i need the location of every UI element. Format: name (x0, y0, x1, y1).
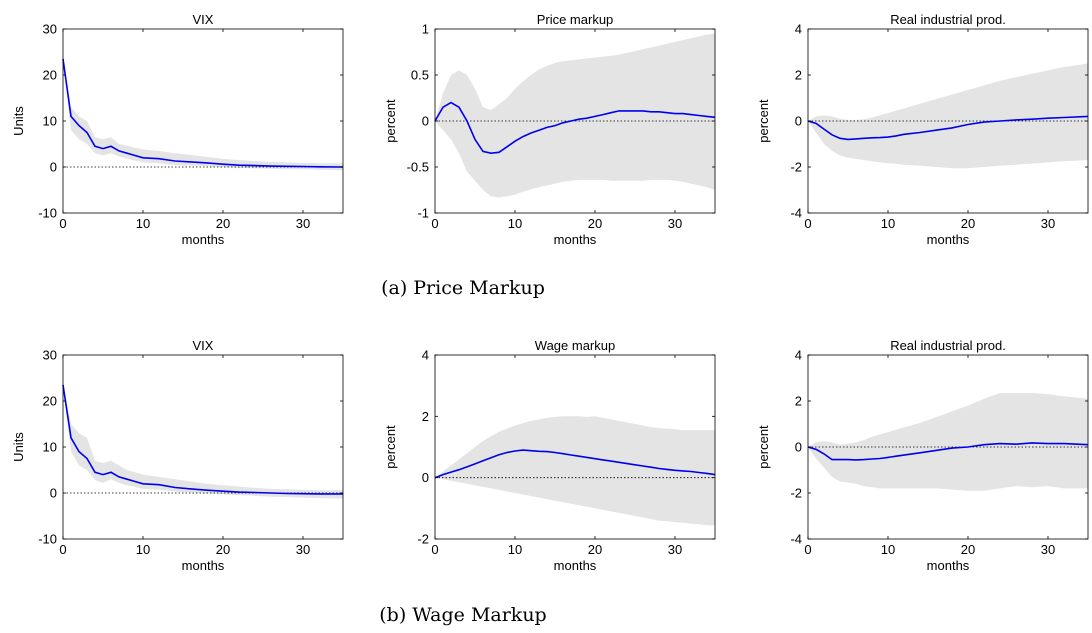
chart-panel-2: 0 10 20 30 -4 -2 0 2 4 Real industrial prod. month… (756, 12, 1089, 247)
y-tick-label: 0 (795, 440, 802, 455)
y-tick-label: -1 (417, 206, 429, 221)
y-tick-label: -10 (38, 532, 57, 547)
x-tick-label: 20 (588, 216, 602, 231)
x-tick-label: 10 (508, 542, 522, 557)
chart-panel-5: 0 10 20 30 -4 -2 0 2 4 Real industrial prod. month… (756, 338, 1089, 573)
y-axis-label: percent (383, 99, 398, 143)
impulse-response-line (62, 384, 343, 495)
y-tick-label: -4 (790, 206, 802, 221)
y-axis-label: percent (756, 99, 771, 143)
impulse-response-line (62, 58, 344, 168)
y-tick-label: 4 (422, 348, 429, 363)
y-tick-label: -4 (790, 532, 802, 547)
chart-title: Real industrial prod. (890, 12, 1006, 27)
y-tick-label: 2 (422, 409, 429, 424)
y-tick-label: 4 (795, 348, 802, 363)
x-tick-label: 10 (881, 542, 895, 557)
x-axis-label: months (927, 558, 970, 573)
x-tick-label: 10 (136, 542, 150, 557)
chart-title: Wage markup (535, 338, 615, 353)
y-tick-label: 2 (795, 394, 802, 409)
y-tick-label: 20 (43, 68, 57, 83)
x-tick-label: 10 (881, 216, 895, 231)
y-tick-label: 20 (43, 394, 57, 409)
x-tick-label: 0 (59, 216, 66, 231)
chart-panel-1: 0 10 20 30 -1 -0.5 0 0.5 1 Price markup months perc… (383, 12, 716, 247)
y-tick-label: -0.5 (407, 160, 429, 175)
confidence-band (435, 416, 715, 526)
x-tick-label: 30 (668, 216, 682, 231)
y-tick-label: 10 (43, 114, 57, 129)
x-tick-label: 10 (136, 216, 150, 231)
x-tick-label: 30 (668, 542, 682, 557)
x-tick-label: 20 (216, 216, 230, 231)
x-tick-label: 20 (588, 542, 602, 557)
y-tick-label: 30 (43, 348, 57, 363)
x-tick-label: 30 (1041, 216, 1055, 231)
confidence-band (808, 393, 1088, 491)
x-tick-label: 0 (804, 216, 811, 231)
y-tick-label: 0.5 (411, 68, 429, 83)
x-tick-label: 10 (508, 216, 522, 231)
caption-b: (b) Wage Markup (379, 604, 546, 626)
y-tick-label: -2 (417, 532, 429, 547)
confidence-band (435, 33, 715, 198)
impulse-response-line (434, 101, 716, 155)
x-axis-label: months (554, 232, 597, 247)
x-tick-label: 30 (296, 542, 310, 557)
x-tick-label: 30 (1041, 542, 1055, 557)
confidence-band (63, 58, 343, 171)
x-tick-label: 30 (296, 216, 310, 231)
x-axis-label: months (182, 558, 225, 573)
x-tick-label: 0 (431, 542, 438, 557)
plot-frame (62, 354, 344, 540)
y-tick-label: -2 (790, 160, 802, 175)
x-tick-label: 20 (216, 542, 230, 557)
x-axis-label: months (927, 232, 970, 247)
chart-title: VIX (193, 12, 214, 27)
y-axis-label: percent (756, 425, 771, 469)
x-tick-label: 0 (431, 216, 438, 231)
impulse-response-line (807, 442, 1089, 461)
y-tick-label: 0 (795, 114, 802, 129)
y-tick-label: 4 (795, 22, 802, 37)
y-axis-label: Units (11, 432, 26, 462)
chart-title: Price markup (537, 12, 614, 27)
y-axis-label: Units (11, 106, 26, 136)
chart-title: VIX (193, 338, 214, 353)
impulse-response-line (434, 449, 716, 479)
y-tick-label: 0 (422, 470, 429, 485)
x-tick-label: 20 (961, 216, 975, 231)
x-axis-label: months (554, 558, 597, 573)
y-tick-label: -2 (790, 486, 802, 501)
confidence-band (63, 384, 343, 499)
y-axis-label: percent (383, 425, 398, 469)
x-tick-label: 0 (804, 542, 811, 557)
confidence-band (808, 63, 1088, 169)
y-tick-label: 1 (422, 22, 429, 37)
chart-title: Real industrial prod. (890, 338, 1006, 353)
y-tick-label: 0 (422, 114, 429, 129)
plot-frame (62, 28, 344, 214)
x-tick-label: 0 (59, 542, 66, 557)
y-tick-label: 10 (43, 440, 57, 455)
x-axis-label: months (182, 232, 225, 247)
y-tick-label: 30 (43, 22, 57, 37)
y-tick-label: -10 (38, 206, 57, 221)
y-tick-label: 0 (50, 160, 57, 175)
y-tick-label: 0 (50, 486, 57, 501)
y-tick-label: 2 (795, 68, 802, 83)
caption-a: (a) Price Markup (381, 277, 545, 299)
plot-frame (434, 354, 716, 540)
x-tick-label: 20 (961, 542, 975, 557)
impulse-response-line (807, 115, 1089, 141)
